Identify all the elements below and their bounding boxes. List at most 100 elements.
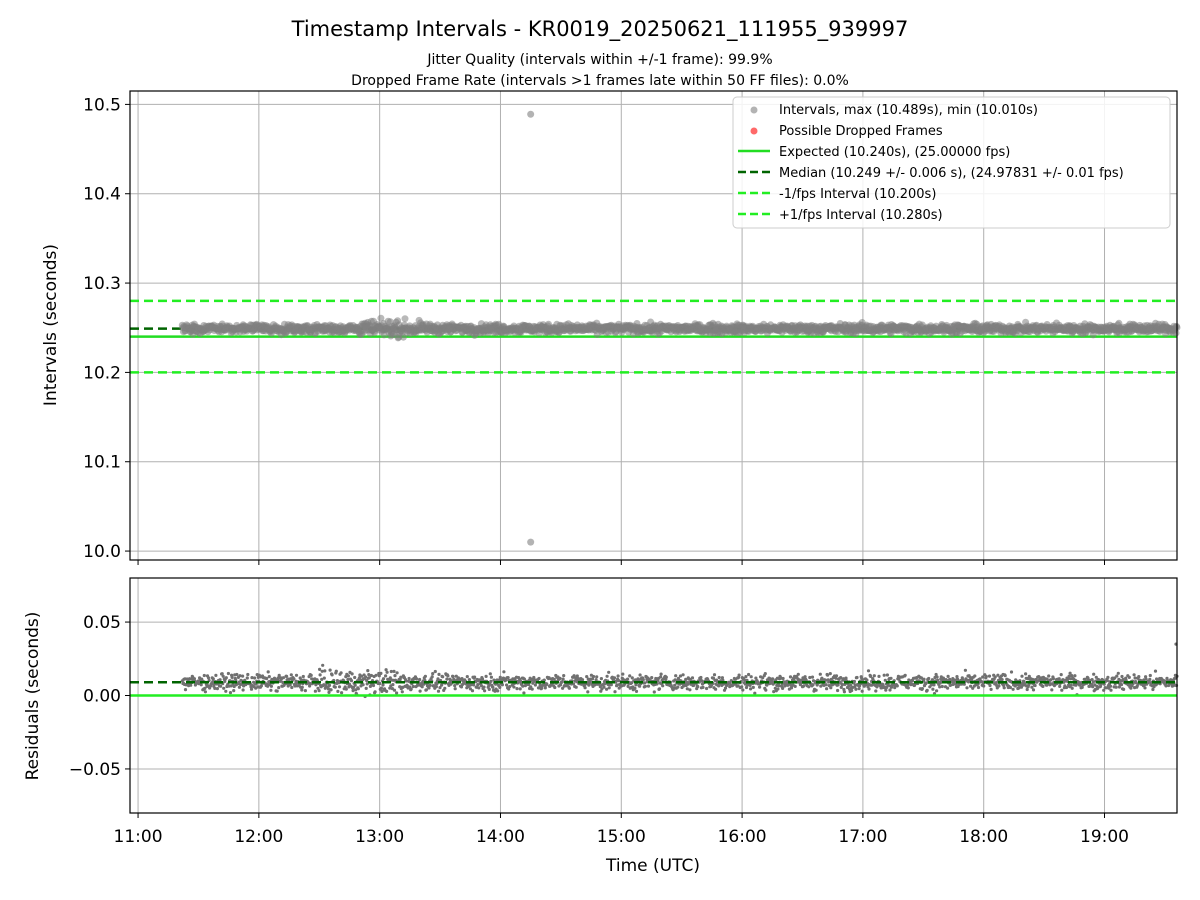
residual-point <box>1017 686 1021 690</box>
residual-point <box>659 672 663 676</box>
residual-point <box>527 683 531 687</box>
residual-point <box>350 672 354 676</box>
residual-point <box>224 676 228 680</box>
residual-point <box>849 683 853 687</box>
residual-point <box>522 677 527 681</box>
residual-point <box>211 680 215 684</box>
residual-point <box>388 676 392 680</box>
x-tick-label: 12:00 <box>234 827 283 847</box>
residual-point <box>1094 675 1098 679</box>
residual-point <box>437 672 441 677</box>
residual-point <box>507 687 511 691</box>
residual-point <box>963 668 968 672</box>
residual-point <box>1144 677 1148 681</box>
residual-point <box>346 677 350 682</box>
residual-point <box>392 669 396 674</box>
legend-marker-dropped <box>750 127 758 135</box>
residual-point <box>973 674 977 678</box>
residual-point <box>638 684 642 688</box>
residual-point <box>1069 683 1073 687</box>
residual-point <box>932 683 936 687</box>
residual-point <box>938 685 942 689</box>
residual-point <box>269 684 273 688</box>
residual-point <box>328 668 332 672</box>
residual-point <box>1148 677 1152 682</box>
residual-point <box>230 675 234 680</box>
bottom-y-ticks: 0.05 0.00 −0.05 <box>69 613 130 780</box>
residual-point <box>365 679 369 683</box>
residual-point <box>678 674 683 678</box>
residual-point <box>1105 678 1109 683</box>
residual-point <box>630 676 634 680</box>
residual-point <box>737 673 741 677</box>
residual-point <box>906 683 910 687</box>
residual-point <box>997 684 1001 688</box>
residual-point <box>379 671 383 676</box>
top-y-tick-label: 10.3 <box>83 274 121 294</box>
residual-point <box>1104 686 1108 690</box>
residual-point <box>840 683 844 687</box>
residual-point <box>1047 674 1051 678</box>
residual-point <box>1073 674 1077 678</box>
residual-point <box>922 677 926 681</box>
residual-point <box>842 690 847 694</box>
residual-point <box>353 675 357 680</box>
x-tick-label: 16:00 <box>718 827 767 847</box>
residual-point <box>443 686 447 690</box>
residual-point <box>203 690 207 694</box>
residual-point <box>245 676 249 680</box>
residual-point <box>445 677 449 681</box>
residual-point <box>747 672 751 677</box>
residual-point <box>936 678 940 682</box>
residual-point <box>834 674 839 678</box>
residual-point <box>955 675 959 679</box>
residual-point <box>758 685 762 689</box>
residual-point <box>1106 675 1110 680</box>
residual-point <box>404 679 408 683</box>
residual-point <box>875 685 879 689</box>
residual-point <box>222 686 226 690</box>
residual-point <box>354 688 358 692</box>
residual-point <box>367 676 371 680</box>
residual-point <box>303 689 307 693</box>
interval-point <box>377 314 385 322</box>
residual-point <box>575 674 579 678</box>
residual-point <box>323 686 327 690</box>
residual-point <box>333 685 337 689</box>
legend-label-dropped: Possible Dropped Frames <box>779 124 943 139</box>
residual-point <box>712 673 717 677</box>
legend-label-expected: Expected (10.240s), (25.00000 fps) <box>779 145 1010 160</box>
residual-point <box>336 689 340 694</box>
residual-point <box>1116 671 1120 675</box>
residual-point <box>1000 678 1004 682</box>
residual-point <box>586 690 590 694</box>
residual-point <box>1057 677 1061 681</box>
residual-point <box>468 687 472 691</box>
residual-point <box>885 673 890 677</box>
residual-point <box>300 685 304 689</box>
residual-point <box>491 685 495 689</box>
residual-point <box>1127 675 1131 680</box>
residual-point <box>330 673 334 677</box>
residual-point <box>183 688 188 692</box>
residual-point <box>1033 683 1037 688</box>
residual-point <box>626 677 630 681</box>
legend-marker-intervals <box>750 106 758 114</box>
residual-point <box>609 683 613 687</box>
residual-point <box>498 685 502 690</box>
residual-point <box>877 674 881 679</box>
residual-point <box>826 673 830 677</box>
residual-point <box>289 673 293 677</box>
residual-point <box>277 673 281 678</box>
chart-subtitle-jitter: Jitter Quality (intervals within +/-1 fr… <box>426 52 772 68</box>
residual-point <box>1117 685 1121 689</box>
residual-point <box>1051 677 1055 681</box>
residual-point <box>1003 674 1007 678</box>
residual-point <box>488 672 492 676</box>
residual-point <box>199 683 203 687</box>
residual-point <box>473 675 477 679</box>
residual-point <box>368 684 372 689</box>
residual-point <box>320 677 324 682</box>
residual-point <box>500 683 504 687</box>
residual-point <box>869 674 873 679</box>
